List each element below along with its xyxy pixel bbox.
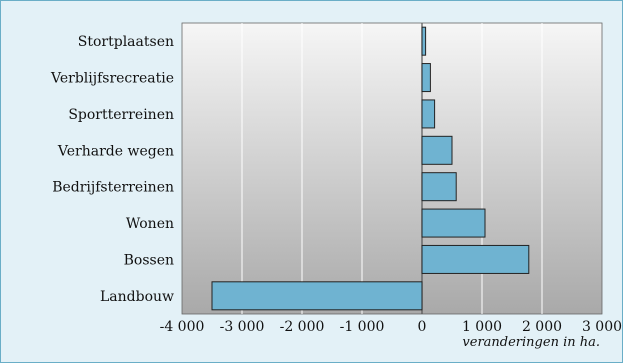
x-tick-label: -1 000	[340, 319, 385, 335]
bar-stortplaatsen	[421, 26, 427, 56]
bar-verblijfsrecreatie	[421, 63, 431, 93]
category-label: Verblijfsrecreatie	[50, 71, 174, 87]
bar-bedrijfsterreinen	[421, 172, 457, 202]
category-label: Stortplaatsen	[78, 34, 174, 50]
bar-wonen	[421, 208, 486, 238]
category-label: Bossen	[124, 252, 174, 268]
category-label: Wonen	[126, 216, 174, 232]
x-tick-label: 0	[418, 319, 427, 335]
bar-sportterreinen	[421, 99, 436, 129]
category-label: Sportterreinen	[68, 107, 174, 123]
x-axis-title: veranderingen in ha.	[462, 335, 600, 350]
x-tick-labels: -4 000 -3 000 -2 000 -1 000 0 1 000 2 000 3 000	[160, 319, 622, 335]
x-tick-label: 2 000	[522, 319, 562, 335]
x-tick-label: 3 000	[582, 319, 622, 335]
bars	[211, 26, 530, 311]
bar-bossen	[421, 244, 530, 274]
x-tick-label: -2 000	[280, 319, 325, 335]
category-label: Landbouw	[100, 289, 174, 305]
x-tick-label: 1 000	[462, 319, 502, 335]
category-label: Bedrijfsterreinen	[52, 180, 174, 196]
plot-area	[181, 22, 603, 315]
category-label: Verharde wegen	[57, 143, 174, 159]
category-labels: Stortplaatsen Verblijfsrecreatie Sportterr…	[50, 34, 174, 305]
x-tick-label: -3 000	[220, 319, 265, 335]
x-tick-label: -4 000	[160, 319, 205, 335]
bar-landbouw	[211, 281, 423, 311]
bar-verharde-wegen	[421, 135, 453, 165]
